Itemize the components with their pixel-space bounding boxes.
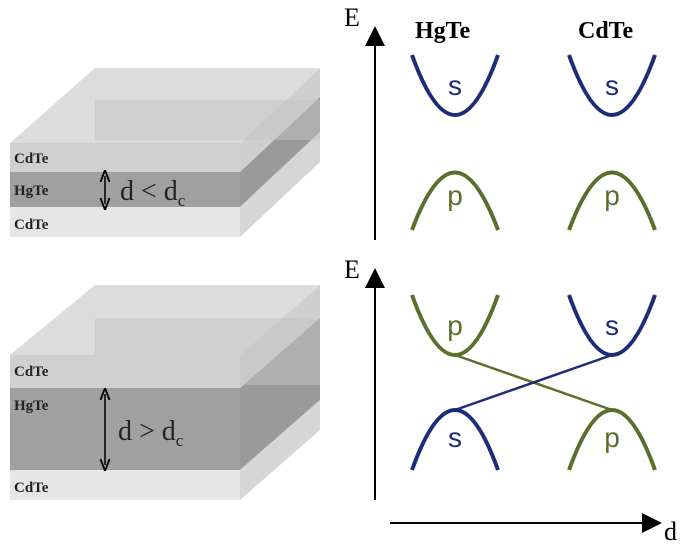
thickness-label: d > dc bbox=[118, 416, 184, 450]
band-label: p bbox=[604, 422, 620, 453]
column-label: HgTe bbox=[415, 18, 470, 44]
layer-label: CdTe bbox=[14, 364, 49, 380]
bottom-bands: E p s s p bbox=[344, 255, 655, 500]
band-label: s bbox=[605, 70, 619, 101]
thickness-label: d < dc bbox=[120, 176, 186, 210]
layer-label: CdTe bbox=[14, 217, 49, 233]
axis-label: E bbox=[344, 3, 360, 32]
band-label: p bbox=[447, 180, 463, 211]
band-label: s bbox=[448, 422, 462, 453]
top-slab: CdTe HgTe CdTe d < dc bbox=[10, 68, 320, 237]
layer-label: HgTe bbox=[14, 183, 49, 199]
thickness-main: d > d bbox=[118, 416, 176, 447]
top-bands: E HgTe CdTe s s p p bbox=[344, 3, 655, 240]
column-label: CdTe bbox=[578, 18, 633, 44]
layer-label: HgTe bbox=[14, 398, 49, 414]
layer-label: CdTe bbox=[14, 151, 49, 167]
layer-label: CdTe bbox=[14, 480, 49, 496]
band-label: s bbox=[448, 70, 462, 101]
band-label: s bbox=[605, 310, 619, 341]
thickness-sub: c bbox=[178, 191, 186, 210]
diagram: CdTe HgTe CdTe d < dc CdTe HgTe CdTe d >… bbox=[0, 0, 683, 552]
band-label: p bbox=[447, 310, 463, 341]
axis-label: E bbox=[344, 255, 360, 284]
axis-label: d bbox=[664, 517, 677, 546]
thickness-sub: c bbox=[176, 431, 184, 450]
thickness-main: d < d bbox=[120, 176, 178, 207]
band-label: p bbox=[604, 180, 620, 211]
bottom-slab: CdTe HgTe CdTe d > dc bbox=[10, 285, 320, 500]
